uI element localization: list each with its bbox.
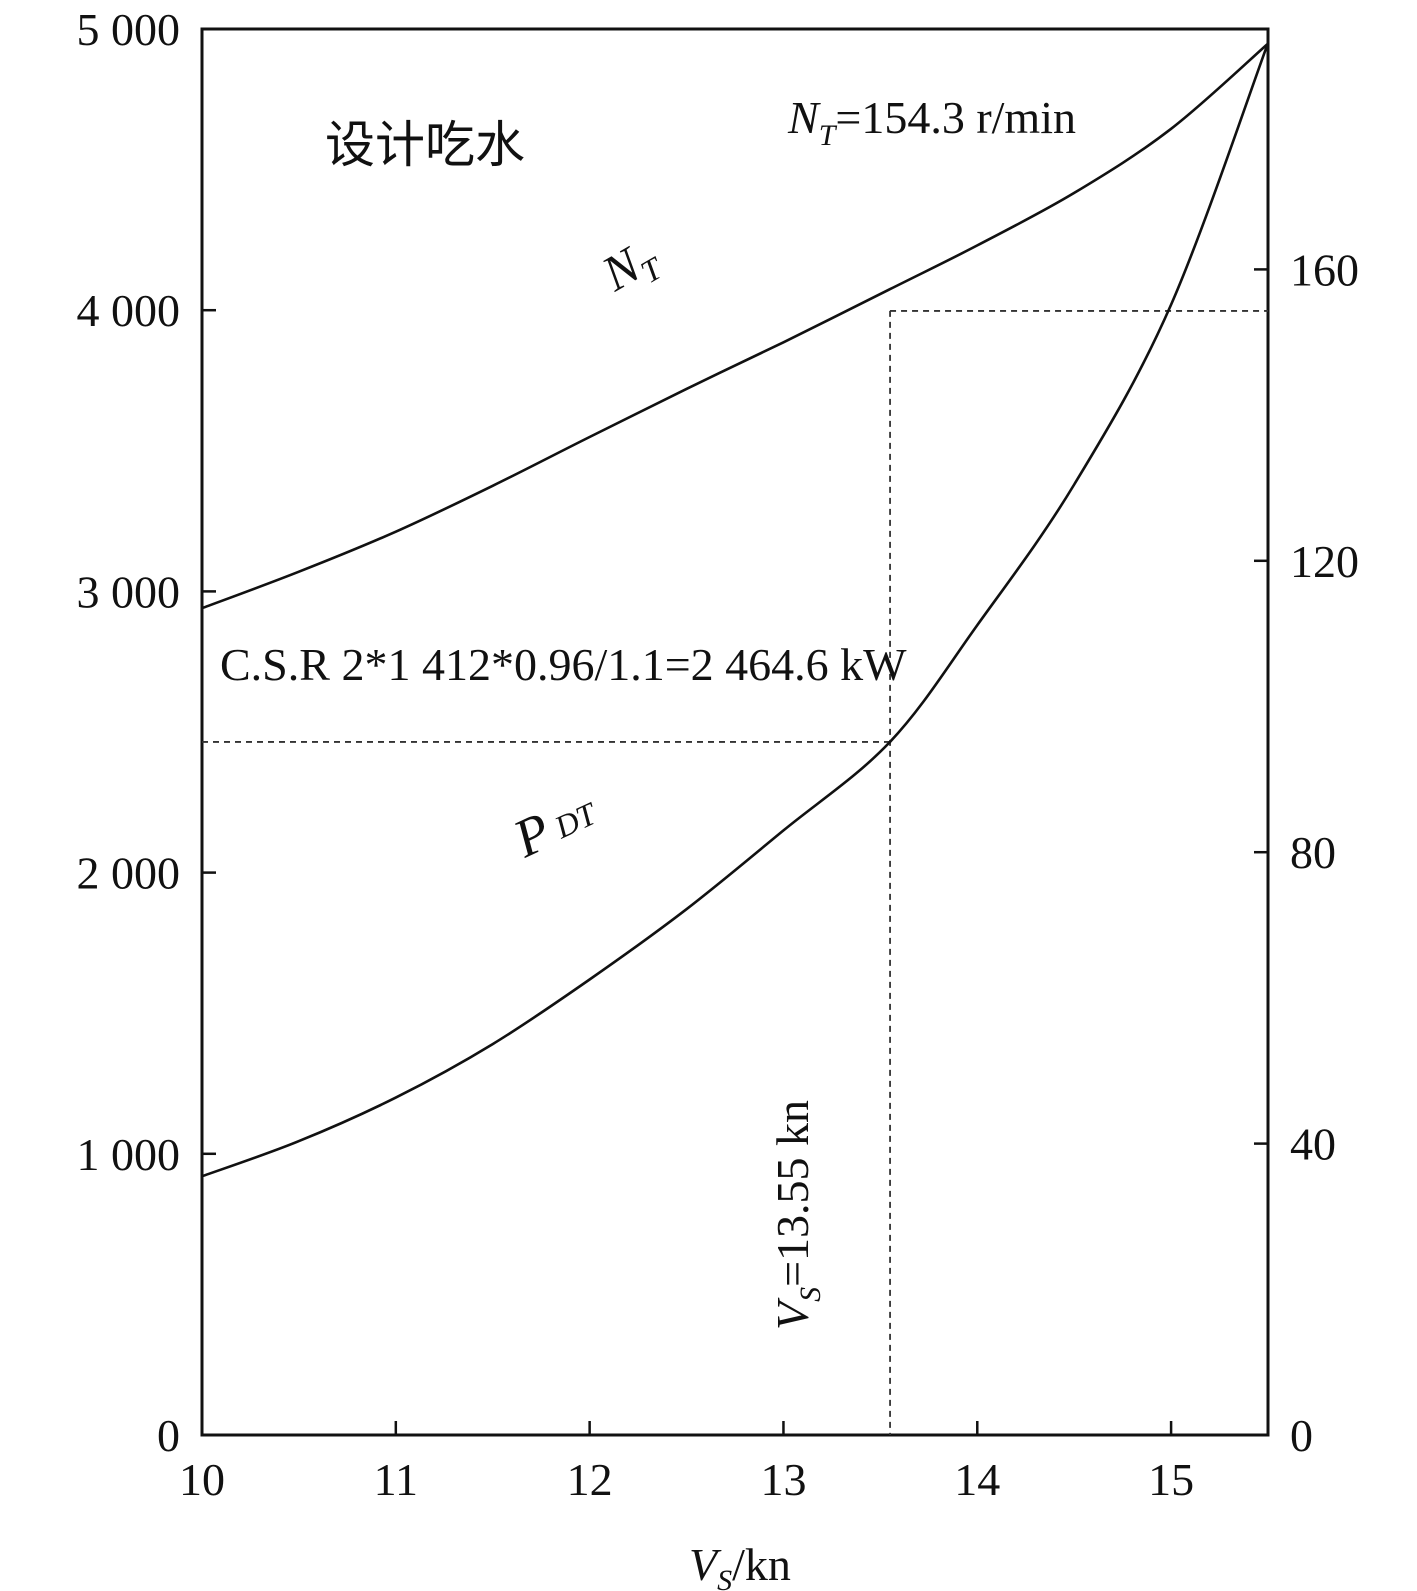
y-left-tick-label: 3 000: [77, 566, 181, 617]
series-line-pdt: [201, 42, 1270, 1178]
vs-value-label: VS=13.55 kn: [767, 1100, 827, 1330]
y-right-tick-label: 120: [1290, 536, 1359, 587]
y-left-tick-label: 1 000: [77, 1129, 181, 1180]
x-tick-label: 12: [567, 1454, 613, 1505]
y-right-tick-label: 40: [1290, 1119, 1336, 1170]
reference-lines: [202, 310, 1268, 1435]
axis-tick-labels: 10 11 12 13 14 15 0 1 000 2 000 3 000 4 000 5 000 0 4…: [77, 4, 1360, 1505]
x-tick-label: 10: [179, 1454, 225, 1505]
series-curves: [201, 42, 1270, 1178]
y-left-tick-label: 0: [157, 1410, 180, 1461]
csr-label: C.S.R 2*1 412*0.96/1.1=2 464.6 kW: [220, 639, 907, 690]
x-tick-label: 11: [374, 1454, 418, 1505]
x-tick-label: 14: [954, 1454, 1000, 1505]
y-left-tick-label: 4 000: [77, 285, 181, 336]
y-right-tick-label: 80: [1290, 827, 1336, 878]
x-tick-label: 13: [760, 1454, 806, 1505]
nt-value-label: NT=154.3 r/min: [787, 92, 1076, 152]
series-label-nt: NT: [592, 226, 670, 307]
y-right-tick-label: 0: [1290, 1410, 1313, 1461]
y-left-tick-label: 5 000: [77, 4, 181, 55]
series-label-pdt: PDT: [504, 779, 606, 869]
y-left-tick-label: 2 000: [77, 848, 181, 899]
axis-ticks: [200, 27, 1268, 1437]
y-right-tick-label: 160: [1290, 244, 1359, 295]
draft-label: 设计吃水: [325, 116, 525, 174]
x-tick-label: 15: [1148, 1454, 1194, 1505]
series-line-nt: [201, 42, 1269, 610]
x-axis-label: VS/kn: [689, 1539, 791, 1591]
plot-frame: [200, 27, 1270, 1437]
